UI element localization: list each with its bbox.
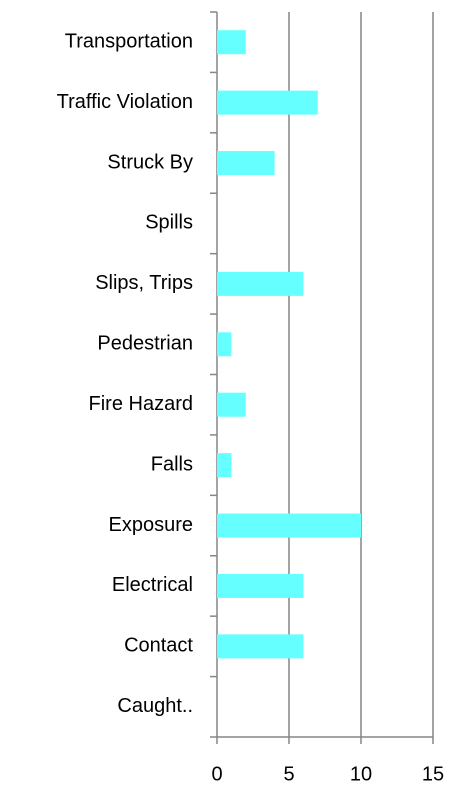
y-tick-label: Pedestrian xyxy=(97,333,193,355)
y-tick-label: Transportation xyxy=(65,30,193,52)
bar xyxy=(217,573,304,598)
bar xyxy=(217,332,232,357)
bar xyxy=(217,453,232,478)
y-tick-label: Exposure xyxy=(109,514,194,536)
y-tick-label: Caught.. xyxy=(117,695,193,717)
bar xyxy=(217,271,304,296)
y-tick-label: Struck By xyxy=(107,151,193,173)
y-tick-label: Falls xyxy=(151,453,193,475)
bar xyxy=(217,151,275,176)
x-tick-label: 10 xyxy=(350,763,372,785)
y-tick-label: Electrical xyxy=(112,574,193,596)
x-tick-label: 0 xyxy=(211,763,222,785)
x-tick-label: 15 xyxy=(422,763,444,785)
bar xyxy=(217,90,318,115)
y-tick-label: Contact xyxy=(124,635,193,657)
bar xyxy=(217,30,246,55)
y-tick-label: Traffic Violation xyxy=(57,91,193,113)
x-tick-label: 5 xyxy=(283,763,294,785)
bar xyxy=(217,634,304,659)
bar xyxy=(217,513,361,538)
bar xyxy=(217,392,246,417)
y-tick-label: Spills xyxy=(145,212,193,234)
y-tick-label: Fire Hazard xyxy=(89,393,193,415)
y-tick-label: Slips, Trips xyxy=(95,272,193,294)
